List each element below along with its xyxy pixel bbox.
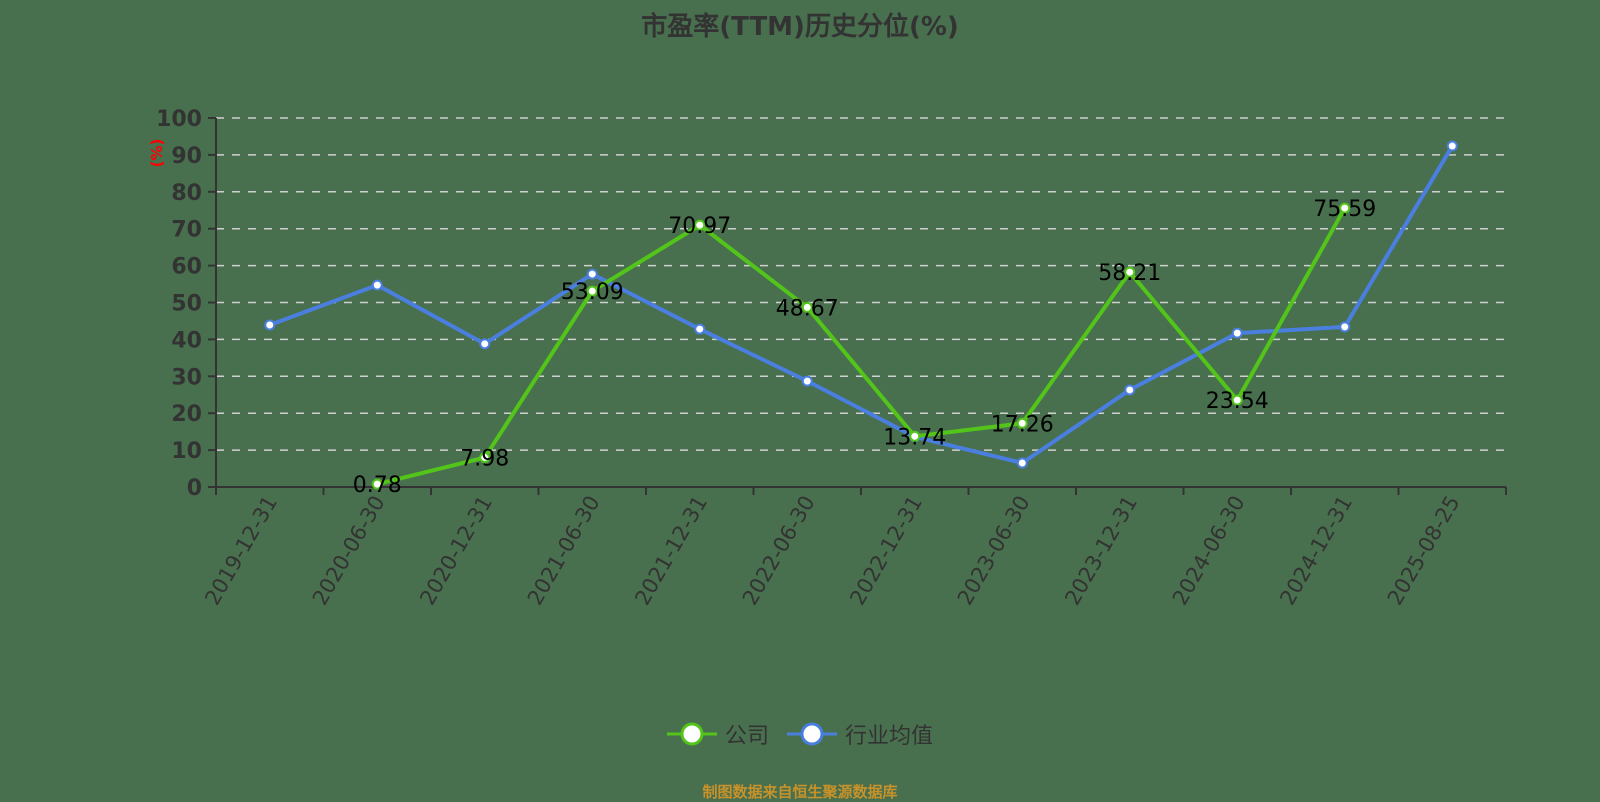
legend-label-company: 公司: [724, 724, 769, 749]
data-label: 53.09: [561, 280, 624, 305]
x-tick-label: 2020-12-31: [415, 492, 497, 610]
data-point[interactable]: [371, 279, 383, 291]
data-label: 0.78: [353, 473, 402, 498]
data-point[interactable]: [586, 285, 598, 297]
legend-line-marker-icon: [666, 722, 717, 746]
y-tick-label: 90: [171, 144, 202, 169]
y-tick-label: 80: [171, 181, 202, 206]
data-label: 13.74: [883, 425, 946, 450]
data-point[interactable]: [1339, 321, 1351, 333]
data-point[interactable]: [694, 323, 706, 335]
legend-item-company[interactable]: 公司: [666, 718, 769, 750]
x-tick-label: 2023-12-31: [1060, 492, 1142, 610]
series-company: [371, 202, 1351, 490]
x-tick-label: 2022-06-30: [738, 492, 820, 610]
data-point[interactable]: [479, 338, 491, 350]
x-tick-label: 2024-06-30: [1168, 492, 1250, 610]
legend-item-industry[interactable]: 行业均值: [787, 718, 933, 750]
x-tick-label: 2024-12-31: [1275, 492, 1357, 610]
data-point[interactable]: [1231, 394, 1243, 406]
source-note: 制图数据来自恒生聚源数据库: [702, 783, 898, 801]
data-label: 75.59: [1313, 197, 1376, 222]
x-tick-label: 2020-06-30: [308, 492, 390, 610]
y-tick-label: 30: [171, 365, 202, 390]
y-tick-label: 50: [171, 292, 202, 317]
data-point[interactable]: [586, 268, 598, 280]
data-point[interactable]: [1339, 202, 1351, 214]
data-label: 23.54: [1206, 389, 1269, 414]
data-point[interactable]: [264, 319, 276, 331]
y-tick-label: 40: [171, 328, 202, 353]
data-point[interactable]: [479, 452, 491, 464]
data-point[interactable]: [1016, 457, 1028, 469]
data-point[interactable]: [1446, 140, 1458, 152]
y-tick-label: 0: [187, 476, 202, 501]
data-label: 7.98: [460, 447, 509, 472]
legend-line-marker-icon: [787, 722, 837, 746]
data-point[interactable]: [371, 478, 383, 490]
x-tick-label: 2023-06-30: [953, 492, 1035, 610]
x-axis: 2019-12-31 2020-06-30 2020-12-31 2021-06-30…: [200, 486, 1507, 610]
y-tick-label: 100: [156, 107, 202, 132]
data-point[interactable]: [694, 219, 706, 231]
data-label: 48.67: [776, 296, 839, 321]
data-point[interactable]: [909, 430, 921, 442]
series-industry: [264, 140, 1458, 469]
y-axis-unit-label: (%): [148, 139, 166, 168]
data-label: 17.26: [991, 412, 1054, 437]
y-axis: 0 10 20 30 40 50 60 70 80 90 100: [156, 107, 217, 501]
chart-title: 市盈率(TTM)历史分位(%): [641, 12, 959, 42]
y-tick-label: 20: [171, 402, 202, 427]
data-labels: 0.78 7.98 53.09 70.97 48.67 13.74 17.26 58.21 23…: [353, 197, 1376, 498]
x-tick-label: 2019-12-31: [200, 492, 282, 610]
x-tick-label: 2022-12-31: [845, 492, 927, 610]
data-label: 70.97: [668, 214, 731, 239]
y-tick-label: 10: [171, 439, 202, 464]
data-point[interactable]: [1124, 384, 1136, 396]
data-point[interactable]: [1124, 266, 1136, 278]
series-layer: [264, 140, 1458, 490]
data-label: 58.21: [1098, 261, 1161, 286]
data-point[interactable]: [1016, 417, 1028, 429]
data-point[interactable]: [801, 301, 813, 313]
x-tick-label: 2025-08-25: [1383, 492, 1465, 610]
y-tick-label: 60: [171, 255, 202, 280]
y-tick-label: 70: [171, 218, 202, 243]
legend-label-industry: 行业均值: [845, 724, 934, 749]
legend: 公司 行业均值: [0, 718, 1600, 750]
gridlines: [216, 117, 1506, 451]
data-point[interactable]: [1231, 327, 1243, 339]
x-tick-label: 2021-12-31: [630, 492, 712, 610]
data-point[interactable]: [801, 375, 813, 387]
x-tick-label: 2021-06-30: [523, 492, 605, 610]
